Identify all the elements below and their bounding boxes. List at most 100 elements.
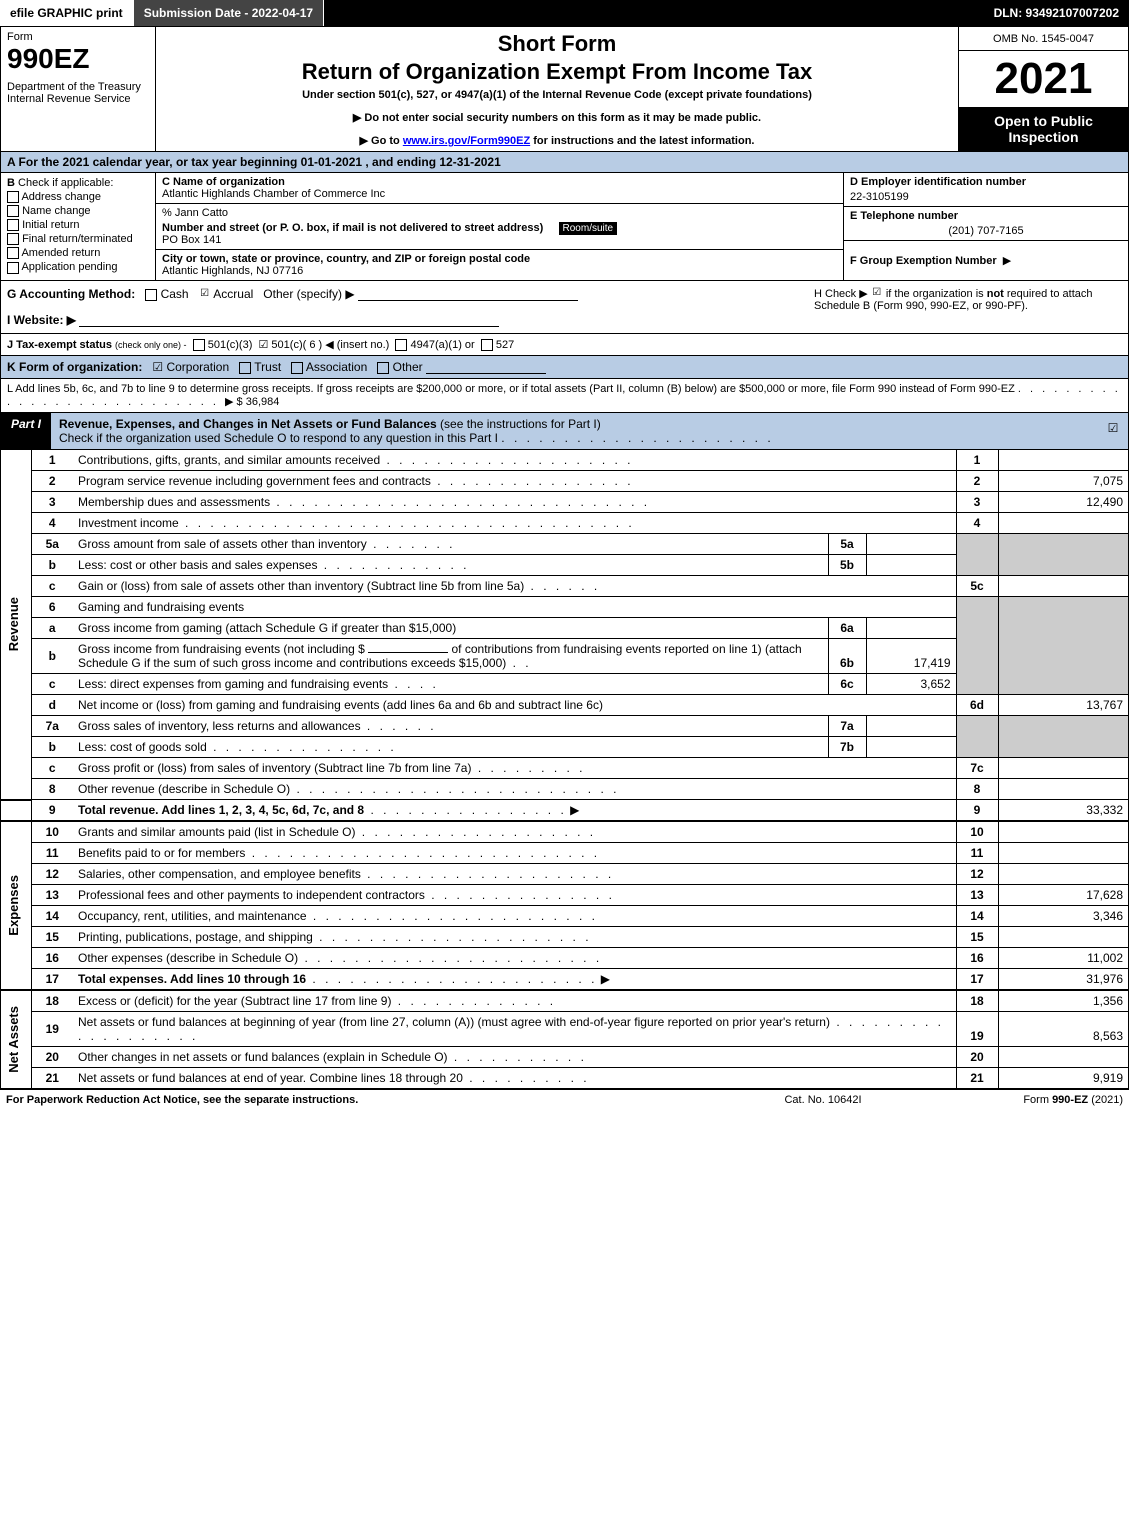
open-to-public: Open to Public Inspection [959,107,1128,151]
l16-rv: 11,002 [998,948,1128,969]
chk-pending[interactable]: Application pending [7,261,149,273]
l6c-n: c [31,674,73,695]
chk-k4[interactable] [377,362,389,374]
chk-k3[interactable] [291,362,303,374]
l4-d: Investment income . . . . . . . . . . . … [73,513,956,534]
l7b-n: b [31,737,73,758]
l16-n: 16 [31,948,73,969]
form-subtitle-3: ▶ Go to www.irs.gov/Form990EZ for instru… [164,134,950,147]
part-i-tag: Part I [1,413,51,449]
l3-n: 3 [31,492,73,513]
c-city-val: Atlantic Highlands, NJ 07716 [162,265,303,277]
grid-bc: B Check if applicable: Address change Na… [1,173,1128,281]
form-header-right: OMB No. 1545-0047 2021 Open to Public In… [958,27,1128,151]
row-20: 20 Other changes in net assets or fund b… [1,1047,1128,1068]
chk-cash[interactable] [145,289,157,301]
row-21: 21 Net assets or fund balances at end of… [1,1068,1128,1089]
l5c-rv [998,576,1128,597]
chk-amended[interactable]: Amended return [7,247,149,259]
chk-final[interactable]: Final return/terminated [7,233,149,245]
chk-address[interactable]: Address change [7,191,149,203]
revenue-side-label: Revenue [1,450,31,800]
l10-n: 10 [31,821,73,843]
chk-j3[interactable] [395,339,407,351]
l8-rv [998,779,1128,800]
net-side-label: Net Assets [1,990,31,1088]
chk-j4[interactable] [481,339,493,351]
h-pre: H Check ▶ [814,288,871,300]
k-other-input[interactable] [426,360,546,374]
submission-date-button[interactable]: Submission Date - 2022-04-17 [134,0,324,26]
l21-n: 21 [31,1068,73,1089]
chk-k2[interactable] [239,362,251,374]
topbar-spacer [324,0,983,26]
g-other-input[interactable] [358,287,578,301]
col-c: C Name of organization Atlantic Highland… [156,173,843,280]
l6d-rn: 6d [956,695,998,716]
j-lbl-pre: J Tax-exempt status [7,339,112,351]
l6c-mn: 6c [828,674,866,695]
chk-j2[interactable]: ☑ [258,339,268,351]
col-b: B Check if applicable: Address change Na… [1,173,156,280]
l6b-mn: 6b [828,639,866,674]
l17-d: Total expenses. Add lines 10 through 16 … [73,969,956,990]
l7a-mv [866,716,956,737]
l3-rv: 12,490 [998,492,1128,513]
footer-r-post: (2021) [1088,1094,1123,1106]
dln-label: DLN: 93492107007202 [984,0,1129,26]
l10-rn: 10 [956,821,998,843]
k-o1: Corporation [166,360,229,374]
chk-k1[interactable]: ☑ [152,360,163,374]
footer-center: Cat. No. 10642I [723,1094,923,1106]
row-10: Expenses 10 Grants and similar amounts p… [1,821,1128,843]
chk-final-label: Final return/terminated [22,233,133,245]
chk-h[interactable]: ☑ [871,288,883,300]
l14-rv: 3,346 [998,906,1128,927]
l-text: L Add lines 5b, 6c, and 7b to line 9 to … [7,383,1015,395]
l17-n: 17 [31,969,73,990]
l21-d: Net assets or fund balances at end of ye… [73,1068,956,1089]
l20-rv [998,1047,1128,1068]
part-i-chk[interactable]: ☑ [1098,413,1128,449]
l7c-n: c [31,758,73,779]
tax-year: 2021 [959,51,1128,107]
chk-accrual[interactable]: ☑ [199,289,211,301]
l21-rn: 21 [956,1068,998,1089]
l9-rv: 33,332 [998,800,1128,821]
expenses-side-label: Expenses [1,821,31,989]
chk-amended-label: Amended return [21,247,100,259]
j-o1: 501(c)(3) [208,339,253,351]
netassets-table: Net Assets 18 Excess or (deficit) for th… [1,989,1128,1088]
l7c-rn: 7c [956,758,998,779]
l7a-d: Gross sales of inventory, less returns a… [73,716,828,737]
l6a-d: Gross income from gaming (attach Schedul… [73,618,828,639]
l-arrow: ▶ $ [225,396,243,408]
row-15: 15 Printing, publications, postage, and … [1,927,1128,948]
l5c-rn: 5c [956,576,998,597]
efile-print-button[interactable]: efile GRAPHIC print [0,0,134,26]
c-street-row: Number and street (or P. O. box, if mail… [156,219,843,250]
row-14: 14 Occupancy, rent, utilities, and maint… [1,906,1128,927]
chk-initial[interactable]: Initial return [7,219,149,231]
row-4: 4 Investment income . . . . . . . . . . … [1,513,1128,534]
l15-rv [998,927,1128,948]
l12-rn: 12 [956,864,998,885]
row-17: 17 Total expenses. Add lines 10 through … [1,969,1128,990]
part-i-title: Revenue, Expenses, and Changes in Net As… [51,413,1098,449]
c-name-val: Atlantic Highlands Chamber of Commerce I… [162,188,385,200]
form-word: Form [7,31,149,43]
j-o3: 4947(a)(1) or [411,339,475,351]
chk-j1[interactable] [193,339,205,351]
l6d-d: Net income or (loss) from gaming and fun… [73,695,956,716]
l7b-mv [866,737,956,758]
l5c-d: Gain or (loss) from sale of assets other… [73,576,956,597]
irs-link[interactable]: www.irs.gov/Form990EZ [403,135,530,147]
l6d-n: d [31,695,73,716]
l12-rv [998,864,1128,885]
expenses-table: Expenses 10 Grants and similar amounts p… [1,820,1128,989]
chk-name[interactable]: Name change [7,205,149,217]
row-l: L Add lines 5b, 6c, and 7b to line 9 to … [1,379,1128,413]
i-website-input[interactable] [79,313,499,327]
l19-rn: 19 [956,1012,998,1047]
row-7a: 7a Gross sales of inventory, less return… [1,716,1128,737]
